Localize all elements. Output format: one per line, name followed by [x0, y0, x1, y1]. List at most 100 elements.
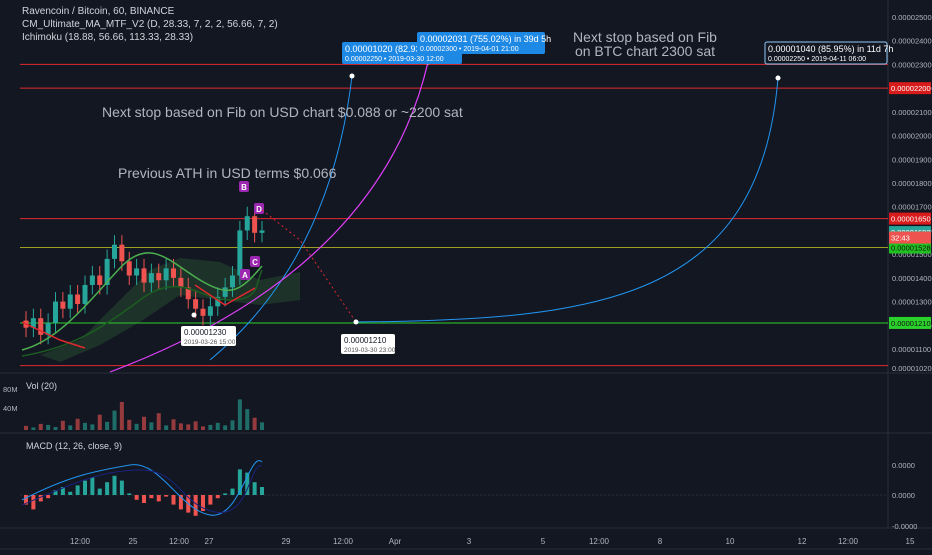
low-label-date: 2019-03-26 15:00: [184, 339, 236, 346]
price-tag: [889, 212, 931, 225]
macd-histogram-bar: [134, 495, 139, 500]
macd-histogram-bar: [119, 480, 124, 495]
x-tick-label: 5: [541, 537, 546, 546]
projection-callout-sub: 0.00002300 • 2019-04-01 21:00: [420, 46, 519, 53]
low-marker: [191, 312, 197, 318]
volume-bar: [90, 424, 95, 430]
wave-label: A: [242, 271, 248, 280]
macd-histogram-bar: [53, 490, 58, 495]
price-tag: [889, 231, 931, 244]
annotation-usd-fib: Next stop based on Fib on USD chart $0.0…: [102, 104, 463, 120]
candle-body: [119, 244, 125, 262]
candle-body: [38, 318, 44, 335]
wave-label-box: [239, 181, 249, 192]
volume-bar: [83, 422, 87, 430]
projection-callout-main: 0.00001040 (85.95%) in 11d 7h: [768, 44, 893, 54]
candle-body: [207, 306, 213, 316]
volume-bar: [142, 416, 146, 430]
candle-body: [230, 275, 235, 288]
candle-body: [53, 301, 58, 323]
macd-histogram-bar: [46, 495, 51, 499]
y-tick-label: 0.00002500: [892, 13, 932, 22]
symbol-title[interactable]: Ravencoin / Bitcoin, 60, BINANCE: [22, 6, 175, 17]
candle-body: [156, 273, 162, 281]
projection-callout-main: 0.00002031 (755.02%) in 39d 5h: [420, 34, 551, 44]
x-tick-label: 12:00: [333, 537, 354, 546]
y-tick-label: 0.00002400: [892, 37, 932, 46]
volume-bar: [223, 425, 228, 430]
candle-body: [67, 294, 73, 309]
volume-bar: [134, 423, 139, 430]
candle-body: [171, 268, 176, 278]
candle-body: [126, 261, 132, 276]
ma-line: [21, 269, 263, 357]
candle-body: [244, 216, 250, 231]
macd-histogram-bar: [178, 495, 183, 510]
candle-body: [252, 216, 258, 233]
candle-body: [193, 299, 199, 309]
macd-y-tick-label: 0.0000: [892, 491, 915, 500]
candle-body: [178, 277, 184, 288]
trend-line: [194, 284, 256, 306]
y-tick-label: 0.00001900: [892, 155, 932, 164]
volume-bar: [230, 420, 235, 430]
volume-y-tick-label: 40M: [3, 404, 18, 413]
projection-curve: [355, 77, 779, 323]
volume-bar: [127, 419, 132, 430]
macd-histogram-bar: [31, 495, 36, 510]
macd-title: MACD (12, 26, close, 9): [26, 441, 122, 451]
y-tick-label: 0.00001700: [892, 203, 932, 212]
volume-bar: [201, 426, 205, 430]
macd-histogram-bar: [105, 482, 110, 495]
y-tick-label: 0.00001500: [892, 250, 932, 259]
volume-bar: [38, 423, 43, 430]
candle-body: [134, 268, 140, 276]
macd-histogram-bar: [201, 495, 205, 511]
low-label-box: [341, 334, 395, 354]
volume-bar: [60, 420, 65, 430]
candle-body: [112, 244, 117, 259]
x-tick-label: 27: [205, 537, 214, 546]
x-tick-label: 12:00: [838, 537, 859, 546]
volume-bar: [245, 409, 250, 430]
macd-histogram-bar: [171, 495, 176, 505]
macd-line: [21, 460, 263, 516]
low-label-date: 2019-03-30 23:00: [344, 347, 396, 354]
x-tick-label: 29: [282, 537, 291, 546]
macd-histogram-bar: [142, 495, 146, 503]
indicator-ichimoku-legend[interactable]: Ichimoku (18.88, 56.66, 113.33, 28.33): [22, 32, 194, 43]
macd-histogram-bar: [193, 495, 198, 516]
volume-bar: [31, 427, 36, 430]
low-label-price: 0.00001210: [344, 336, 387, 345]
x-tick-label: 3: [467, 537, 472, 546]
y-tick-label: 0.00002300: [892, 60, 932, 69]
x-tick-label: 12:00: [70, 537, 91, 546]
indicator-ma-legend[interactable]: CM_Ultimate_MA_MTF_V2 (D, 28.33, 7, 2, 2…: [22, 19, 278, 30]
projection-curve: [109, 61, 429, 373]
volume-y-tick-label: 80M: [3, 385, 18, 394]
x-tick-label: 8: [658, 537, 663, 546]
x-tick-label: Apr: [389, 537, 402, 546]
y-tick-label: 0.00001100: [892, 345, 931, 354]
candle-body: [45, 322, 51, 335]
macd-histogram-bar: [252, 482, 257, 495]
annotation-btc-fib-line2: on BTC chart 2300 sat: [575, 43, 715, 59]
y-tick-label: 0.00002100: [892, 108, 932, 117]
y-tick-label: 0.00001300: [892, 298, 932, 307]
candle-body: [200, 308, 206, 316]
macd-histogram-bar: [127, 493, 132, 495]
y-tick-label: 0.00002000: [892, 132, 932, 141]
annotation-btc-fib-line1: Next stop based on Fib: [573, 29, 717, 45]
candle-body: [30, 318, 36, 328]
candle-body: [185, 287, 191, 300]
volume-bar: [208, 424, 213, 430]
volume-bar: [53, 426, 58, 430]
macd-histogram-bar: [97, 488, 102, 495]
y-tick-label: 0.00001020: [892, 364, 932, 373]
macd-y-tick-label: 0.0000: [892, 461, 915, 470]
projection-callout-sub: 0.00002250 • 2019-04-11 06:00: [768, 56, 866, 63]
projection-callout-sub: 0.00002250 • 2019-03-30 12:00: [345, 56, 444, 63]
